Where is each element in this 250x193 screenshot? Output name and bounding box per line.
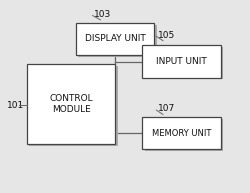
FancyBboxPatch shape [78, 25, 157, 57]
Text: 105: 105 [158, 30, 175, 40]
Text: 103: 103 [94, 10, 112, 19]
FancyBboxPatch shape [142, 117, 220, 149]
FancyBboxPatch shape [144, 47, 223, 80]
Text: INPUT UNIT: INPUT UNIT [156, 57, 207, 66]
FancyBboxPatch shape [144, 119, 223, 151]
Text: MEMORY UNIT: MEMORY UNIT [152, 129, 211, 138]
FancyBboxPatch shape [27, 64, 115, 144]
FancyBboxPatch shape [30, 66, 118, 146]
Text: DISPLAY UNIT: DISPLAY UNIT [85, 34, 146, 43]
FancyBboxPatch shape [142, 45, 220, 78]
FancyBboxPatch shape [76, 23, 154, 55]
Text: 101: 101 [7, 101, 24, 109]
Text: 107: 107 [158, 104, 175, 113]
Text: CONTROL
MODULE: CONTROL MODULE [49, 94, 93, 114]
